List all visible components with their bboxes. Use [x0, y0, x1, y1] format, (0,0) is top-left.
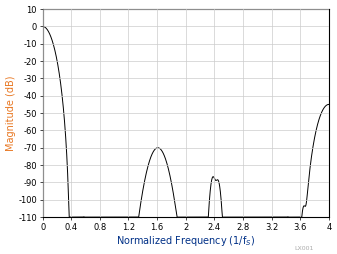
- X-axis label: Normalized Frequency (1/f$_S$): Normalized Frequency (1/f$_S$): [116, 234, 255, 248]
- Text: LX001: LX001: [294, 246, 313, 251]
- Y-axis label: Magnitude (dB): Magnitude (dB): [5, 75, 16, 151]
